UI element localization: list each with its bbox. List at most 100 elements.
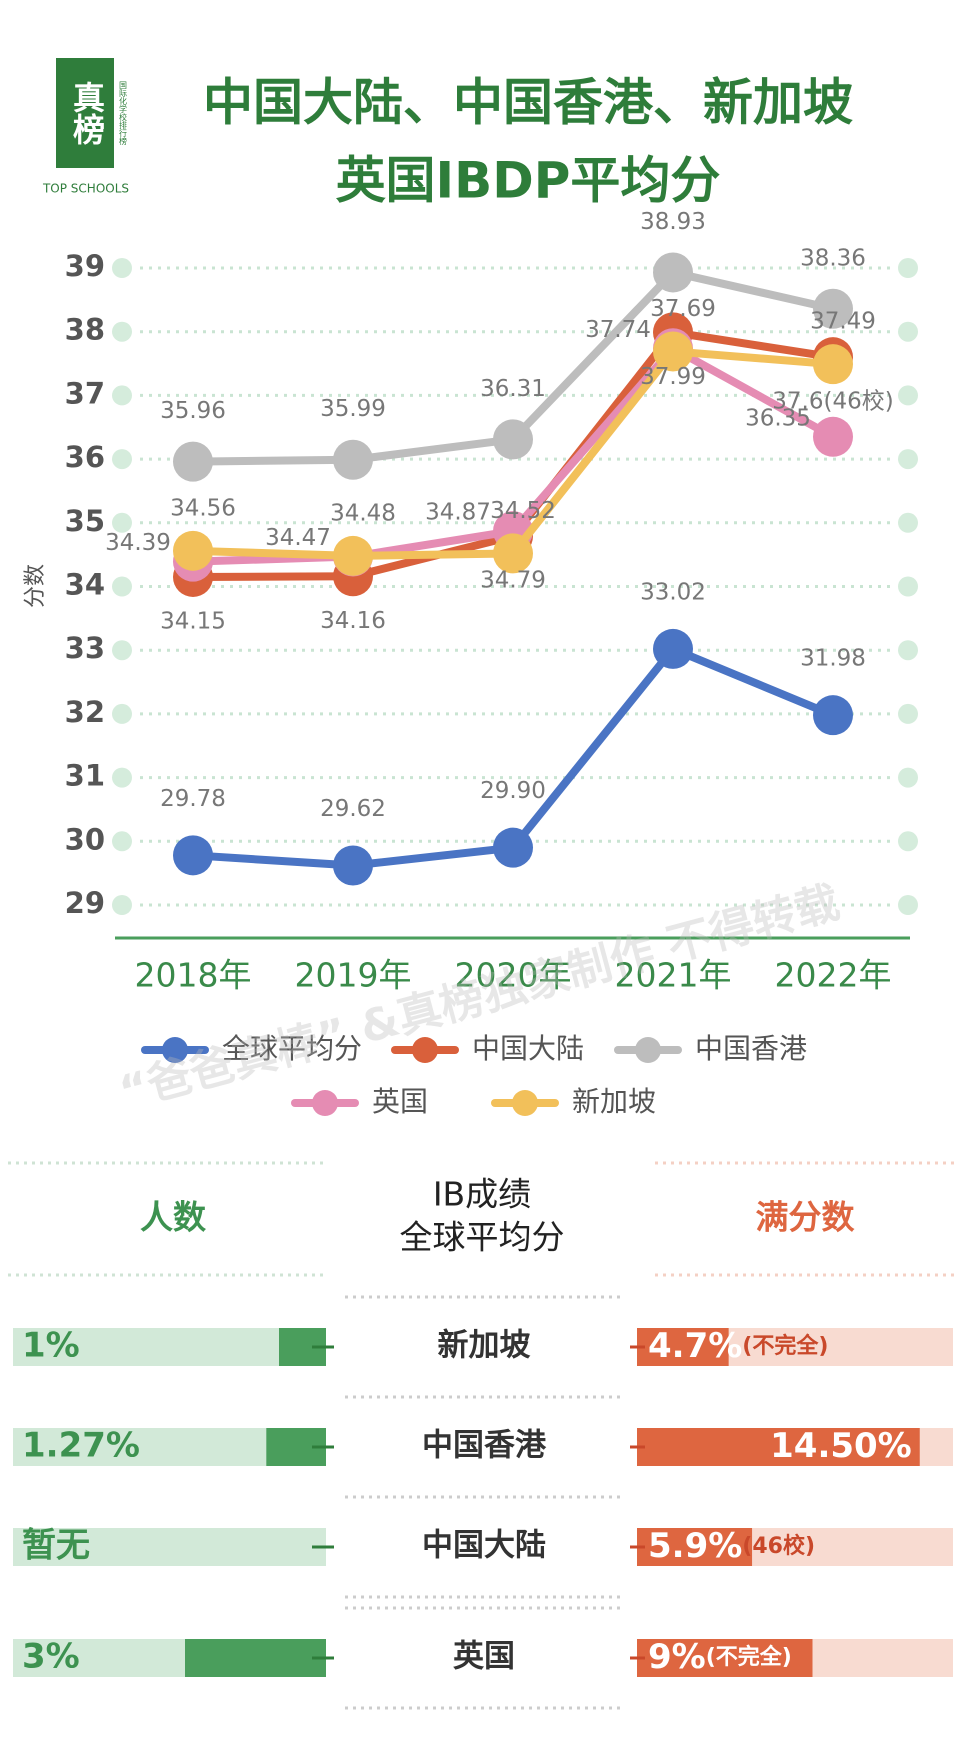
note: (不完全) <box>742 1333 828 1359</box>
grid-end <box>112 767 132 788</box>
data-point <box>813 288 853 329</box>
data-label: 38.93 <box>640 209 706 235</box>
data-label: 38.36 <box>800 245 866 271</box>
data-label: 29.78 <box>160 786 226 812</box>
grid-end <box>898 703 918 724</box>
y-tick-label: 39 <box>65 249 105 283</box>
logo-mark: 真榜 <box>68 81 106 145</box>
y-tick-label: 33 <box>65 631 105 665</box>
grid-end <box>112 831 132 852</box>
x-tick-label: 2020年 <box>455 956 572 995</box>
grid-end <box>112 258 132 278</box>
x-tick-label: 2018年 <box>135 956 252 995</box>
full-bar <box>637 1328 729 1366</box>
data-label: 37.74 <box>585 317 651 343</box>
grid-end <box>898 512 918 533</box>
y-tick-label: 30 <box>65 822 105 856</box>
header: 全球平均分 <box>400 1218 565 1257</box>
full-value: 14.50% <box>770 1426 912 1466</box>
full-value: 5.9% <box>648 1526 742 1566</box>
region: 中国香港 <box>422 1428 547 1464</box>
legend-label: 中国大陆 <box>472 1032 584 1065</box>
data-point <box>813 416 853 457</box>
full-label: 5.9%(46校) <box>648 1526 815 1566</box>
data-point <box>493 827 533 868</box>
full-value: 9% <box>648 1637 706 1677</box>
grid-end <box>898 831 918 852</box>
data-label: 34.39 <box>105 530 171 556</box>
full-label: 14.50% <box>770 1426 912 1466</box>
header: 满分数 <box>756 1198 856 1237</box>
data-point <box>653 331 693 372</box>
y-tick-label: 36 <box>65 440 105 474</box>
y-tick-label: 32 <box>65 695 105 729</box>
grid-end <box>898 640 918 661</box>
y-tick-label: 34 <box>65 568 105 602</box>
y-tick-label: 31 <box>65 759 105 793</box>
full-value: 4.7% <box>648 1326 742 1366</box>
legend-swatch <box>512 1090 538 1116</box>
y-tick-label: 37 <box>65 376 105 410</box>
grid-end <box>898 321 918 342</box>
legend-label: 新加坡 <box>572 1085 656 1118</box>
header: 人数 <box>140 1198 207 1237</box>
count-label: 3% <box>22 1637 80 1677</box>
count-bg <box>13 1528 326 1566</box>
data-label: 35.99 <box>320 396 386 422</box>
count-label: 暂无 <box>22 1526 90 1566</box>
header: IB成绩 <box>433 1175 531 1214</box>
data-point <box>173 441 213 482</box>
title: 中国大陆、中国香港、新加坡 <box>203 74 853 132</box>
data-label: 29.90 <box>480 778 546 804</box>
legend-swatch <box>162 1037 188 1063</box>
legend-label: 英国 <box>372 1085 428 1118</box>
full-bar <box>637 1428 920 1466</box>
y-axis-label: 分数 <box>23 564 48 608</box>
title: 英国IBDP平均分 <box>336 152 721 210</box>
region: 英国 <box>453 1639 515 1675</box>
data-label: 34.48 <box>330 500 396 526</box>
data-label: 34.47 <box>265 525 331 551</box>
watermark: “爸爸真棒” &真榜独家制作 不得转载 <box>114 877 845 1119</box>
full-bar <box>637 1528 753 1566</box>
data-label: 31.98 <box>800 646 866 672</box>
logo-brand: TOP SCHOOLS <box>42 182 129 196</box>
note: (46校) <box>742 1533 815 1559</box>
x-tick-label: 2019年 <box>295 956 412 995</box>
data-point <box>333 845 373 886</box>
grid-end <box>898 576 918 597</box>
legend-swatch <box>312 1090 338 1116</box>
legend-label: 全球平均分 <box>222 1032 362 1065</box>
data-label: 34.52 <box>490 498 556 524</box>
data-point <box>333 439 373 480</box>
grid-end <box>898 767 918 788</box>
plot: 29 30 31 32 33 34 35 36 37 38 39 2018年 2019年 2020年 202… <box>65 209 918 995</box>
data-label: 36.31 <box>480 376 546 402</box>
count-bg <box>13 1328 326 1366</box>
count-label: 1.27% <box>22 1426 140 1466</box>
legend-label: 中国香港 <box>695 1032 807 1065</box>
x-tick-label: 2021年 <box>615 956 732 995</box>
legend-swatch <box>635 1037 661 1063</box>
grid-end <box>898 895 918 915</box>
data-label: 33.02 <box>640 579 706 605</box>
y-tick-label: 35 <box>65 504 105 538</box>
data-label: 34.15 <box>160 608 226 634</box>
grid-end <box>898 258 918 278</box>
data-label: 37.69 <box>650 296 716 322</box>
x-tick-label: 2022年 <box>775 956 892 995</box>
data-label: 37.49 <box>810 309 876 335</box>
data-point <box>173 835 213 876</box>
data-point <box>653 252 693 293</box>
grid-end <box>112 640 132 661</box>
grid-end <box>112 895 132 915</box>
grid-end <box>112 449 132 470</box>
grid-end <box>112 576 132 597</box>
note: (不完全) <box>706 1644 792 1670</box>
full-bar <box>637 1639 813 1677</box>
region: 新加坡 <box>438 1328 531 1364</box>
data-label: 37.99 <box>640 364 706 390</box>
data-label: 34.56 <box>170 495 236 521</box>
